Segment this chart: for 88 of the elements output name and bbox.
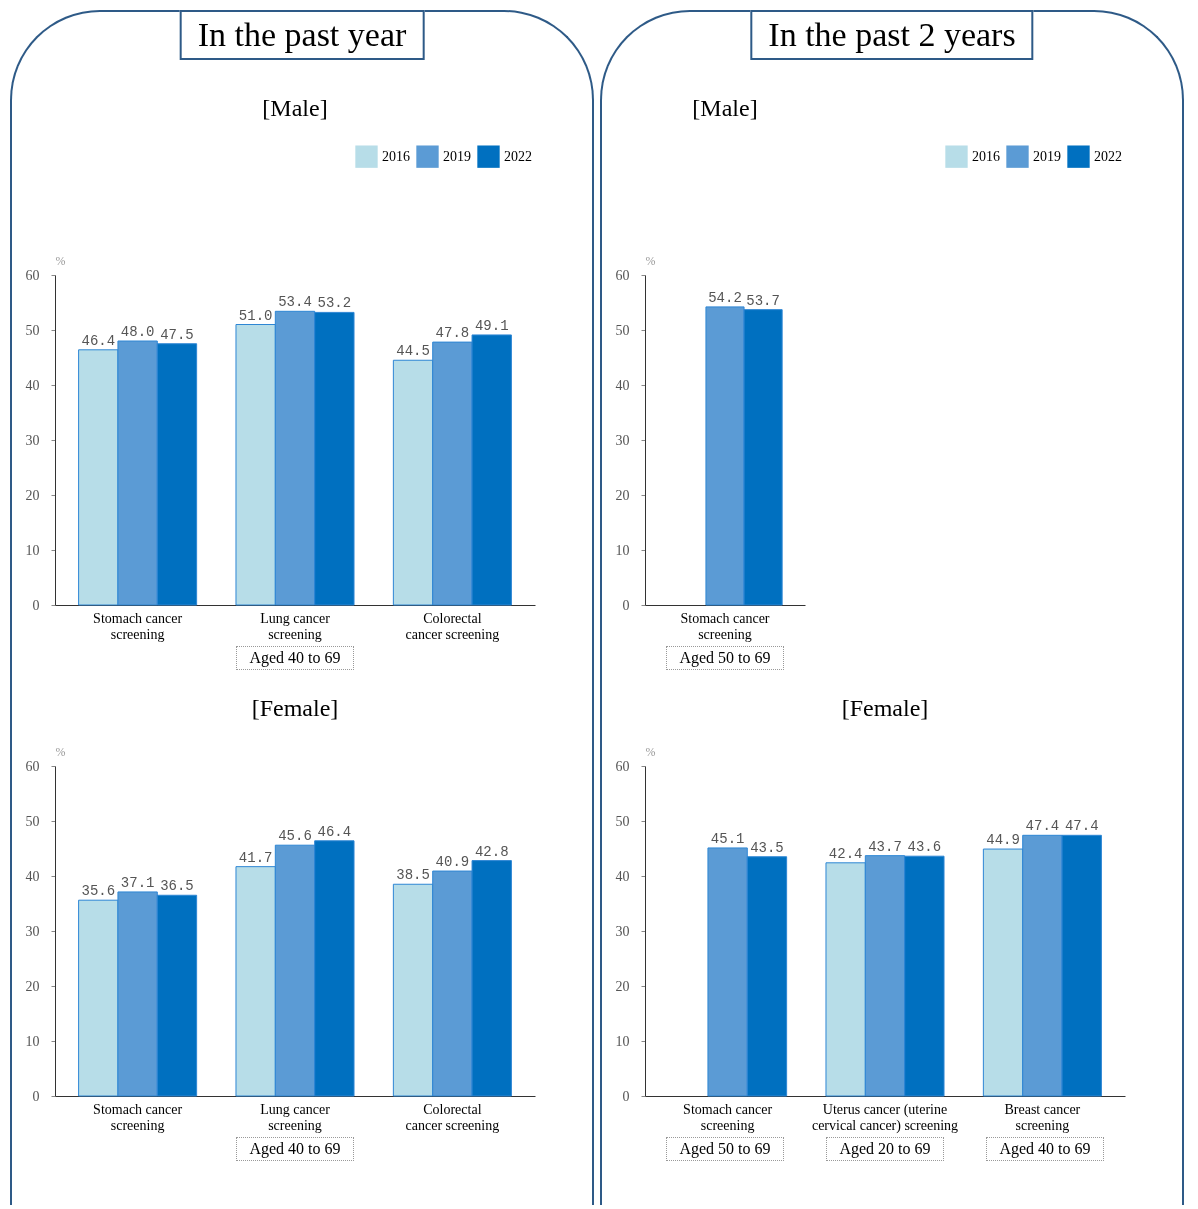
chart-title: [Female]	[251, 695, 339, 721]
y-tick-label: 10	[615, 1033, 630, 1049]
data-label: 47.4	[1025, 818, 1060, 835]
chart-title: [Male]	[262, 95, 328, 121]
data-label: 44.5	[396, 343, 430, 360]
y-tick-label: 30	[615, 432, 630, 448]
y-axis-title: %	[55, 253, 66, 268]
legend-label: 2016	[972, 148, 1000, 164]
y-tick-label: 40	[25, 377, 40, 393]
data-label: 44.9	[986, 832, 1020, 849]
y-tick-label: 20	[25, 487, 40, 503]
y-tick-label: 0	[622, 1088, 630, 1104]
data-label: 54.2	[708, 289, 742, 306]
data-label: 46.4	[81, 332, 116, 349]
data-label: 53.2	[317, 295, 352, 312]
data-label: 45.1	[710, 830, 745, 847]
y-tick-label: 0	[622, 597, 630, 613]
y-tick-label: 10	[615, 542, 630, 558]
y-tick-label: 50	[615, 813, 630, 829]
text: Aged 50 to 69	[666, 646, 784, 670]
y-tick-label: 30	[25, 923, 40, 939]
y-tick-label: 20	[615, 487, 630, 503]
y-axis-title: %	[55, 744, 66, 759]
x-tick-label: Uterus cancer (uterine cervical cancer) screening	[811, 1101, 959, 1134]
data-label: 43.5	[750, 839, 784, 856]
x-tick-label: Colorectal cancer screening	[405, 610, 500, 642]
data-label: 42.8	[474, 843, 509, 860]
y-tick-label: 60	[25, 758, 40, 774]
y-tick-label: 40	[25, 868, 40, 884]
chart-title: [Male]	[692, 95, 758, 121]
x-tick-label: Stomach cancer screening	[680, 610, 770, 642]
y-tick-label: 0	[32, 597, 40, 613]
y-tick-label: 40	[615, 868, 630, 884]
data-label: 37.1	[120, 874, 155, 891]
data-label: 43.7	[868, 838, 902, 855]
data-label: 43.6	[907, 839, 942, 856]
legend-label: 2019	[443, 148, 471, 164]
y-tick-label: 30	[615, 923, 630, 939]
text: In the past 2 years	[750, 10, 1034, 60]
x-tick-label: Lung cancer screening	[260, 610, 331, 642]
y-tick-label: 60	[615, 267, 630, 283]
text: Aged 40 to 69	[236, 1137, 354, 1161]
data-label: 53.7	[746, 292, 780, 309]
x-tick-label: Stomach cancer screening	[683, 1101, 773, 1133]
data-label: 47.4	[1064, 818, 1099, 835]
legend-label: 2022	[1094, 148, 1122, 164]
data-label: 36.5	[160, 878, 194, 895]
y-tick-label: 60	[615, 758, 630, 774]
y-tick-label: 10	[25, 542, 40, 558]
data-label: 41.7	[238, 849, 273, 866]
text: Aged 40 to 69	[236, 646, 354, 670]
y-tick-label: 50	[25, 322, 40, 338]
y-tick-label: 20	[25, 978, 40, 994]
legend-label: 2016	[382, 148, 410, 164]
data-label: 47.8	[435, 325, 470, 342]
legend-label: 2019	[1033, 148, 1061, 164]
text: Aged 40 to 69	[986, 1137, 1104, 1161]
y-tick-label: 40	[615, 377, 630, 393]
data-label: 51.0	[238, 307, 273, 324]
y-axis-title: %	[645, 744, 656, 759]
data-label: 45.6	[278, 828, 312, 845]
text: Aged 20 to 69	[826, 1137, 944, 1161]
chart-title: [Female]	[841, 695, 929, 721]
data-label: 47.5	[160, 326, 194, 343]
data-label: 46.4	[317, 823, 352, 840]
data-label: 42.4	[828, 845, 863, 862]
chart-subtitle: In the past year	[179, 10, 425, 60]
x-tick-label: Stomach cancer screening	[93, 610, 183, 642]
y-tick-label: 20	[615, 978, 630, 994]
y-tick-label: 30	[25, 432, 40, 448]
y-tick-label: 10	[25, 1033, 40, 1049]
y-axis-title: %	[645, 253, 656, 268]
text: Aged 50 to 69	[666, 1137, 784, 1161]
x-tick-label: Lung cancer screening	[260, 1101, 331, 1133]
legend-label: 2022	[504, 148, 532, 164]
x-tick-label: Breast cancer screening	[1004, 1101, 1081, 1133]
data-label: 38.5	[396, 867, 430, 884]
data-label: 53.4	[278, 294, 312, 311]
x-tick-label: Colorectal cancer screening	[405, 1101, 500, 1133]
data-label: 48.0	[120, 324, 155, 340]
y-tick-label: 60	[25, 267, 40, 283]
y-tick-label: 0	[32, 1088, 40, 1104]
x-tick-label: Stomach cancer screening	[93, 1101, 183, 1133]
y-tick-label: 50	[25, 813, 40, 829]
data-label: 49.1	[474, 317, 509, 334]
y-tick-label: 50	[615, 322, 630, 338]
data-label: 40.9	[435, 854, 470, 871]
data-label: 35.6	[81, 883, 116, 900]
